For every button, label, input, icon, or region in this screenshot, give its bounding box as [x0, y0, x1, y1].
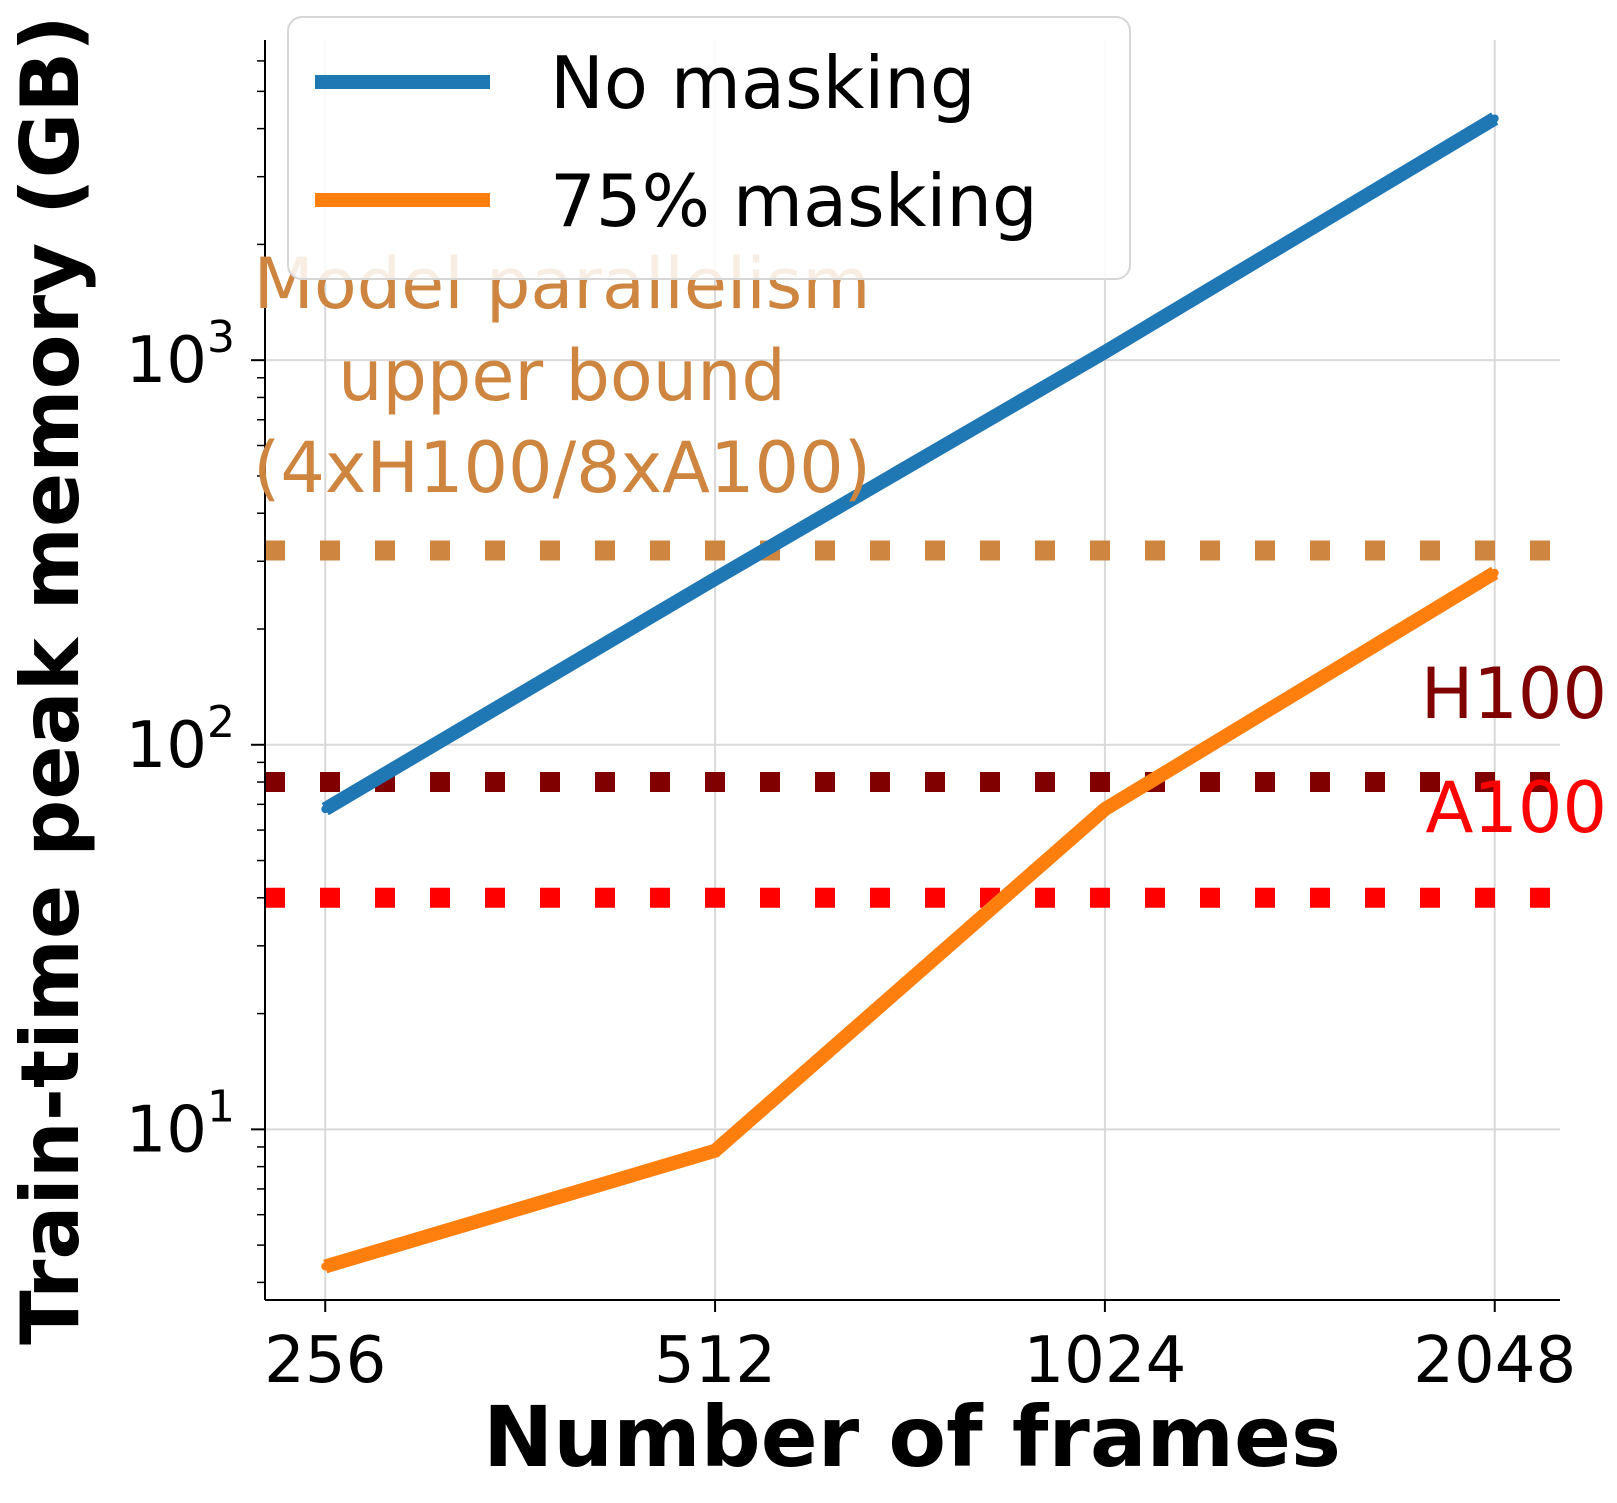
a100-label: A100 — [1426, 767, 1608, 849]
x-tick-label: 1024 — [1023, 1324, 1186, 1398]
x-tick-label: 2048 — [1413, 1324, 1576, 1398]
series-point-0 — [321, 805, 330, 814]
ticks: 256 512 1024 2048 101 102 103 — [126, 60, 1576, 1398]
model-parallelism-label: (4xH100/8xA100) — [253, 427, 871, 509]
series-point-1 — [711, 1146, 720, 1155]
legend: No masking 75% masking — [287, 16, 1131, 280]
series-lines — [321, 112, 1499, 1274]
y-axis-title: Train-time peak memory (GB) — [4, 15, 97, 1345]
axes — [264, 40, 1560, 1301]
model-parallelism-label: upper bound — [338, 335, 786, 417]
legend-box — [287, 16, 1131, 280]
legend-label: 75% masking — [550, 159, 1038, 243]
series-line-1 — [323, 566, 1499, 1274]
legend-label: No masking — [550, 41, 976, 125]
series-point-0 — [711, 574, 720, 583]
y-tick-label: 101 — [126, 1081, 235, 1167]
y-tick-label: 102 — [126, 697, 235, 783]
series-line-0 — [321, 112, 1499, 816]
series-point-1 — [1100, 805, 1109, 814]
x-tick-label: 256 — [264, 1324, 386, 1398]
series-point-1 — [1490, 568, 1499, 577]
series-point-0 — [1100, 348, 1109, 357]
series-point-1 — [321, 1262, 330, 1271]
series-point-0 — [1490, 114, 1499, 123]
y-tick-label: 103 — [126, 312, 235, 398]
h100-label: H100 — [1421, 653, 1607, 735]
x-tick-label: 512 — [654, 1324, 776, 1398]
x-axis-title: Number of frames — [483, 1388, 1341, 1486]
